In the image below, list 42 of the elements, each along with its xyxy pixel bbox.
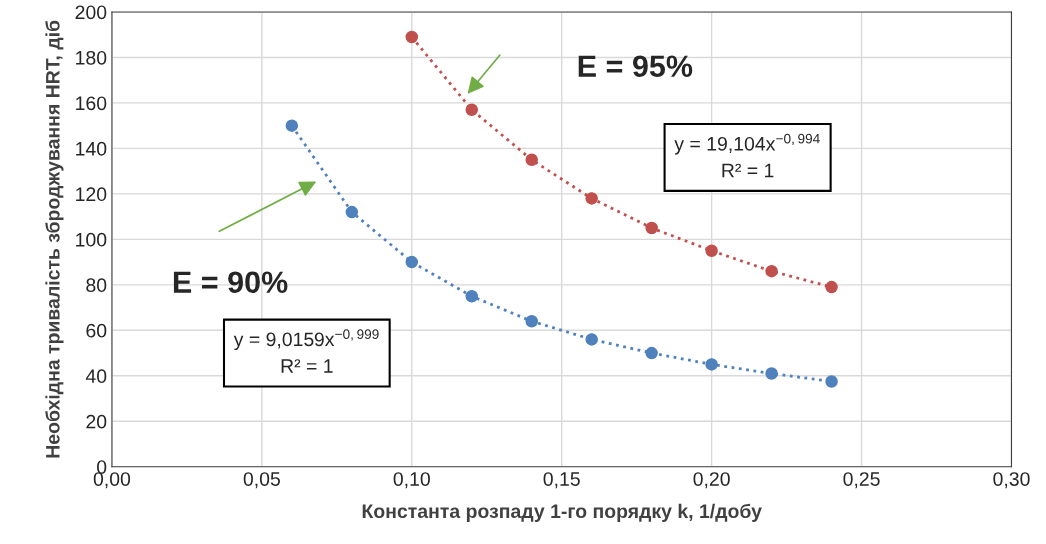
point [705, 244, 718, 257]
y-tick-label: 40 [85, 369, 107, 384]
annotation: E = 95% [578, 55, 693, 78]
point [645, 346, 658, 360]
annotation: E = 90% [173, 271, 288, 294]
text: y = 9,0159x$^{−0,999}$ R² = 1 [233, 329, 379, 373]
x-tick-label: 0,00 [93, 472, 131, 489]
x-tick-label: 0,25 [843, 472, 880, 489]
y-tick-label: 200 [75, 5, 107, 20]
point [585, 192, 598, 205]
y-tick-label: 60 [86, 323, 107, 338]
x-tick-label: 0,05 [243, 472, 280, 489]
y-tick-label: 100 [76, 232, 107, 247]
y-tick-label: 0 [97, 460, 107, 474]
point [525, 314, 538, 328]
point [525, 153, 538, 167]
point [765, 367, 778, 380]
point [405, 255, 419, 269]
x-tick-label: 0,30 [993, 472, 1030, 489]
x-tick-label: 0,20 [693, 472, 730, 489]
x-axis-title: Константа розпаду 1-го порядку k, 1/добу [362, 503, 762, 522]
point [825, 280, 838, 294]
y-tick-label: 120 [76, 187, 107, 202]
y-tick-label: 180 [76, 50, 107, 65]
point [585, 333, 598, 346]
point [705, 358, 718, 371]
point [825, 375, 838, 388]
point [645, 221, 658, 235]
point [465, 103, 478, 116]
point [285, 119, 299, 132]
y-axis-title: Необхідна тривалість зброджування HRT, діб [45, 20, 64, 458]
x-tick-label: 0,15 [543, 472, 580, 489]
point [345, 205, 359, 219]
point [405, 30, 419, 44]
point [465, 289, 478, 303]
y-tick-label: 140 [76, 141, 107, 156]
y-tick-label: 20 [86, 414, 107, 429]
text: y = 19,104x$^{−0,994}$ R² = 1 [674, 133, 820, 178]
y-tick-label: 160 [76, 96, 107, 111]
y-tick-label: 80 [86, 278, 107, 293]
x-tick-label: 0,10 [393, 472, 430, 489]
point [765, 264, 778, 278]
